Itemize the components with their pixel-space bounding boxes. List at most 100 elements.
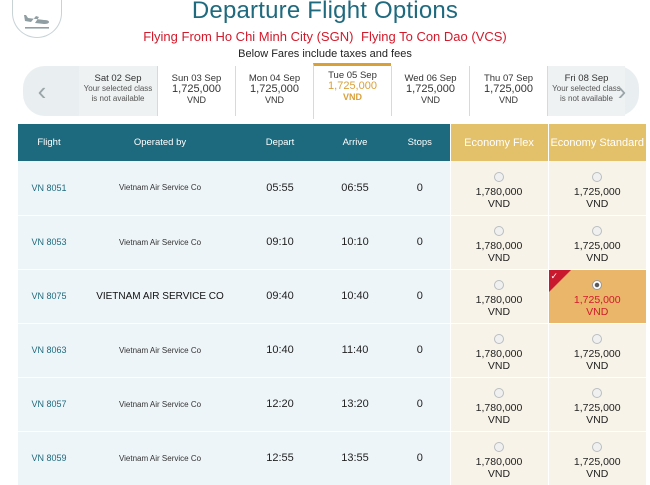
flight-number: VN 8053 xyxy=(18,215,80,270)
fare-economy-standard[interactable]: 1,725,000 VND xyxy=(547,323,646,378)
fare-radio[interactable] xyxy=(494,280,504,290)
operator: VIETNAM AIR SERVICE CO xyxy=(80,269,240,324)
operator: Vietnam Air Service Co xyxy=(80,323,240,378)
date-cell-selected[interactable]: Tue 05 Sep 1,725,000 VND xyxy=(313,63,391,119)
fare-price: 1,780,000 xyxy=(475,185,523,198)
table-row: VN 8053 Vietnam Air Service Co 09:10 10:… xyxy=(18,215,646,270)
operator: Vietnam Air Service Co xyxy=(80,377,240,432)
fare-radio[interactable] xyxy=(494,226,504,236)
date-price: 1,725,000 xyxy=(328,80,377,92)
fare-economy-flex[interactable]: 1,780,000 VND xyxy=(449,323,548,378)
header-flight: Flight xyxy=(18,124,80,161)
table-row: VN 8059 Vietnam Air Service Co 12:55 13:… xyxy=(18,431,646,485)
table-row: VN 8051 Vietnam Air Service Co 05:55 06:… xyxy=(18,161,646,216)
date-cell[interactable]: Sun 03 Sep 1,725,000 VND xyxy=(157,66,235,116)
date-label: Sat 02 Sep xyxy=(94,73,142,84)
fare-currency: VND xyxy=(586,414,609,426)
fare-economy-flex[interactable]: 1,780,000 VND xyxy=(449,377,548,432)
fare-radio[interactable] xyxy=(494,442,504,452)
flight-number: VN 8051 xyxy=(18,161,80,216)
header-economy-standard: Economy Standard xyxy=(547,124,646,161)
fare-radio-checked[interactable] xyxy=(592,280,603,290)
route-line: Flying From Ho Chi Minh City (SGN) Flyin… xyxy=(0,29,650,44)
fare-economy-flex[interactable]: 1,780,000 VND xyxy=(449,431,548,485)
table-row: VN 8063 Vietnam Air Service Co 10:40 11:… xyxy=(18,323,646,378)
fare-radio[interactable] xyxy=(494,388,504,398)
date-cell: Fri 08 Sep Your selected class is not av… xyxy=(547,66,625,116)
date-cell[interactable]: Wed 06 Sep 1,725,000 VND xyxy=(391,66,469,116)
selected-ribbon xyxy=(548,269,571,292)
table-header-row: Flight Operated by Depart Arrive Stops E… xyxy=(18,124,646,161)
date-currency: VND xyxy=(186,95,206,105)
header-economy-flex: Economy Flex xyxy=(449,124,548,161)
stops: 0 xyxy=(390,431,450,485)
arrive-time: 11:40 xyxy=(320,323,390,378)
fare-price: 1,725,000 xyxy=(573,294,621,306)
fare-economy-standard[interactable]: 1,725,000 VND xyxy=(547,161,646,216)
flight-table: Flight Operated by Depart Arrive Stops E… xyxy=(18,124,646,485)
operator: Vietnam Air Service Co xyxy=(80,215,240,270)
fare-radio[interactable] xyxy=(592,226,603,236)
header-depart: Depart xyxy=(240,124,320,161)
fare-economy-standard[interactable]: 1,725,000 VND xyxy=(547,431,646,485)
route-to: Flying To Con Dao (VCS) xyxy=(361,29,507,44)
fare-economy-flex[interactable]: 1,780,000 VND xyxy=(449,161,548,216)
fare-price: 1,725,000 xyxy=(573,348,621,360)
date-label: Wed 06 Sep xyxy=(404,73,457,84)
fare-radio[interactable] xyxy=(494,171,504,182)
fare-economy-standard[interactable]: 1,725,000 VND xyxy=(547,377,646,432)
fare-price: 1,780,000 xyxy=(475,294,523,306)
fare-radio[interactable] xyxy=(592,171,603,182)
date-cell[interactable]: Thu 07 Sep 1,725,000 VND xyxy=(469,66,547,116)
date-currency: VND xyxy=(498,95,518,105)
fare-economy-flex[interactable]: 1,780,000 VND xyxy=(449,215,548,270)
arrive-time: 13:55 xyxy=(320,431,390,485)
fare-economy-standard-selected[interactable]: ✓ 1,725,000 VND xyxy=(547,269,646,324)
header-operated-by: Operated by xyxy=(80,124,240,161)
date-unavailable-note: Your selected class is not available xyxy=(83,84,153,103)
fare-radio[interactable] xyxy=(494,334,504,344)
date-unavailable-note: Your selected class is not available xyxy=(552,84,621,103)
table-row: VN 8075 VIETNAM AIR SERVICE CO 09:40 10:… xyxy=(18,269,646,324)
page-title: Departure Flight Options xyxy=(191,0,459,24)
fare-economy-flex[interactable]: 1,780,000 VND xyxy=(449,269,548,324)
fare-price: 1,725,000 xyxy=(573,240,621,252)
fare-radio[interactable] xyxy=(592,334,603,344)
depart-time: 10:40 xyxy=(240,323,320,378)
date-price: 1,725,000 xyxy=(406,83,455,95)
fare-radio[interactable] xyxy=(592,442,603,452)
fare-currency: VND xyxy=(487,468,511,480)
date-cell[interactable]: Mon 04 Sep 1,725,000 VND xyxy=(235,66,313,116)
fare-price: 1,725,000 xyxy=(573,185,621,198)
header-arrive: Arrive xyxy=(320,124,390,161)
chevron-right-icon[interactable]: › xyxy=(617,76,627,106)
fare-price: 1,725,000 xyxy=(573,456,621,468)
fare-currency: VND xyxy=(487,414,511,426)
date-label: Thu 07 Sep xyxy=(483,73,534,84)
date-label: Tue 05 Sep xyxy=(328,70,377,81)
fare-radio[interactable] xyxy=(592,388,603,398)
depart-time: 12:55 xyxy=(240,431,320,485)
route-from: Flying From Ho Chi Minh City (SGN) xyxy=(143,29,354,44)
chevron-left-icon[interactable]: ‹ xyxy=(37,76,47,106)
date-cell: Sat 02 Sep Your selected class is not av… xyxy=(79,66,157,116)
date-currency: VND xyxy=(420,95,440,105)
fare-currency: VND xyxy=(487,306,511,318)
operator: Vietnam Air Service Co xyxy=(80,431,240,485)
checkmark-icon: ✓ xyxy=(550,270,559,281)
date-currency: VND xyxy=(264,95,284,105)
flight-number: VN 8059 xyxy=(18,431,80,485)
operator: Vietnam Air Service Co xyxy=(80,161,240,216)
fare-currency: VND xyxy=(586,468,609,480)
depart-time: 09:40 xyxy=(240,269,320,324)
fare-price: 1,725,000 xyxy=(573,402,621,414)
fare-price: 1,780,000 xyxy=(475,240,523,252)
depart-time: 09:10 xyxy=(240,215,320,270)
date-label: Sun 03 Sep xyxy=(171,73,222,84)
fare-economy-standard[interactable]: 1,725,000 VND xyxy=(547,215,646,270)
date-strip: ‹ Sat 02 Sep Your selected class is not … xyxy=(23,63,639,119)
stops: 0 xyxy=(390,269,450,324)
depart-time: 12:20 xyxy=(240,377,320,432)
date-price: 1,725,000 xyxy=(484,83,533,95)
stops: 0 xyxy=(390,161,450,216)
